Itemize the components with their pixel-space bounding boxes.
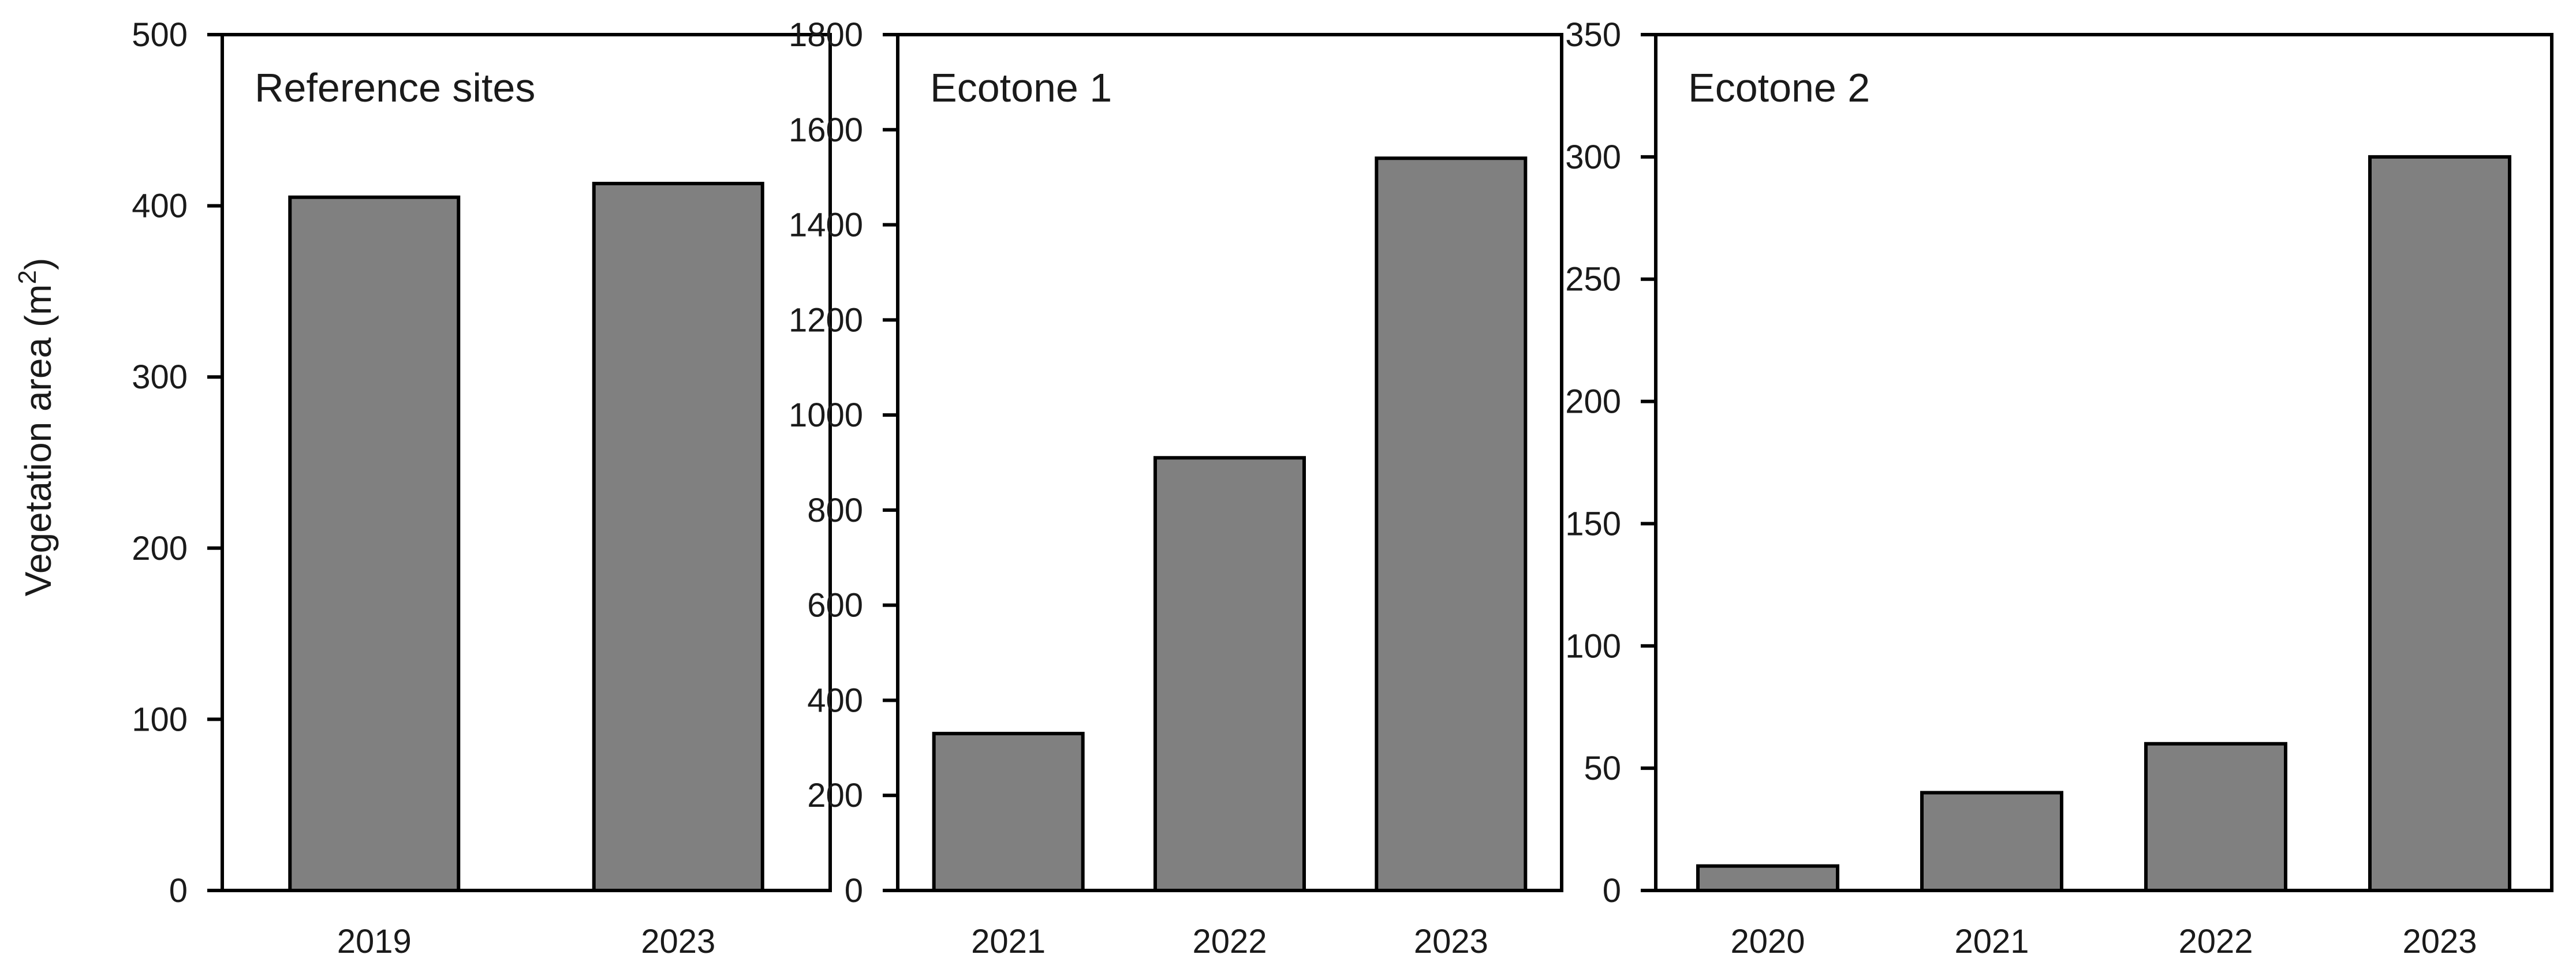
y-axis-title: Vegetation area (m2) [13,258,59,597]
bar-2023 [1375,156,1528,893]
y-tick-label: 400 [807,682,863,719]
y-tick-label: 1600 [789,111,863,149]
bar-2022 [1153,456,1306,892]
y-tick-label: 50 [1584,750,1621,787]
y-tick-label: 1200 [789,301,863,339]
y-tick-label: 800 [807,492,863,529]
panel-title: Ecotone 2 [1688,65,1870,110]
y-tick-label: 300 [1565,139,1621,176]
panel-1: 2019 2023 0 100 200 300 400 500 Reference sites [132,16,832,960]
x-tick-label: 2021 [971,923,1046,960]
y-tick-label: 1800 [789,16,863,54]
x-tick-label: 2022 [2178,923,2253,960]
y-tick-label: 150 [1565,505,1621,542]
panel-title: Ecotone 1 [930,65,1112,110]
panel-3: 2020 2021 2022 2023 0 50 100 150 200 250 300 350 Eco… [1565,16,2553,960]
y-tick-label: 250 [1565,261,1621,298]
panel-title: Reference sites [255,65,535,110]
y-tick-label: 600 [807,587,863,624]
x-tick-label: 2021 [1954,923,2029,960]
plot-frame [1654,33,2553,892]
y-tick-label: 0 [1603,872,1621,910]
y-tick-label: 200 [807,777,863,814]
x-tick-label: 2023 [2402,923,2477,960]
x-tick-label: 2019 [337,923,412,960]
y-tick-label: 300 [132,358,188,396]
y-tick-label: 100 [132,701,188,738]
plot-frame [221,33,832,892]
x-tick-label: 2022 [1192,923,1267,960]
y-tick-label: 500 [132,16,188,54]
y-tick-label: 200 [132,530,188,567]
y-tick-label: 1400 [789,207,863,244]
bar-2022 [2144,742,2287,893]
panel-2: 2021 2022 2023 0 200 400 600 800 1000 1200 1400 160… [789,16,1563,960]
x-tick-label: 2023 [641,923,715,960]
bar-2023 [592,182,764,892]
plot-frame [896,33,1563,892]
x-tick-label: 2023 [1414,923,1488,960]
y-tick-label: 0 [169,872,188,910]
y-tick-label: 350 [1565,16,1621,54]
y-tick-label: 400 [132,188,188,225]
bar-2021 [932,732,1085,893]
y-tick-label: 1000 [789,396,863,434]
bar-2020 [1696,864,1839,892]
bar-2023 [2368,155,2511,892]
x-tick-label: 2020 [1730,923,1805,960]
y-tick-label: 100 [1565,627,1621,665]
y-tick-label: 0 [845,872,863,910]
y-tick-label: 200 [1565,383,1621,421]
bar-2019 [288,195,461,892]
bar-2021 [1920,791,2063,892]
